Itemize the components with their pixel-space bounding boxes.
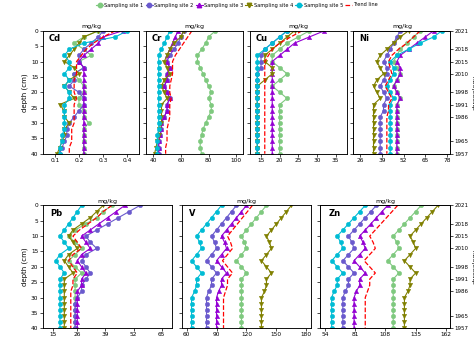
Text: Ni: Ni: [359, 35, 369, 43]
Legend: Sampling site 1, Sampling site 2, Sampling site 3, Sampling site 4, Sampling sit: Sampling site 1, Sampling site 2, Sampli…: [94, 0, 380, 10]
X-axis label: mg/kg: mg/kg: [237, 199, 256, 203]
Text: Cd: Cd: [48, 35, 61, 43]
Y-axis label: depth (cm): depth (cm): [22, 73, 28, 111]
Text: Cu: Cu: [255, 35, 268, 43]
Text: Pb: Pb: [50, 209, 63, 218]
X-axis label: mg/kg: mg/kg: [185, 24, 205, 29]
Text: V: V: [189, 209, 196, 218]
Y-axis label: chronology: chronology: [473, 75, 474, 110]
X-axis label: mg/kg: mg/kg: [288, 24, 308, 29]
Y-axis label: chronology: chronology: [473, 249, 474, 285]
X-axis label: mg/kg: mg/kg: [98, 199, 118, 203]
X-axis label: mg/kg: mg/kg: [392, 24, 412, 29]
Y-axis label: depth (cm): depth (cm): [22, 248, 28, 286]
X-axis label: mg/kg: mg/kg: [81, 24, 101, 29]
Text: Zn: Zn: [328, 209, 340, 218]
Text: Cr: Cr: [152, 35, 163, 43]
X-axis label: mg/kg: mg/kg: [375, 199, 395, 203]
